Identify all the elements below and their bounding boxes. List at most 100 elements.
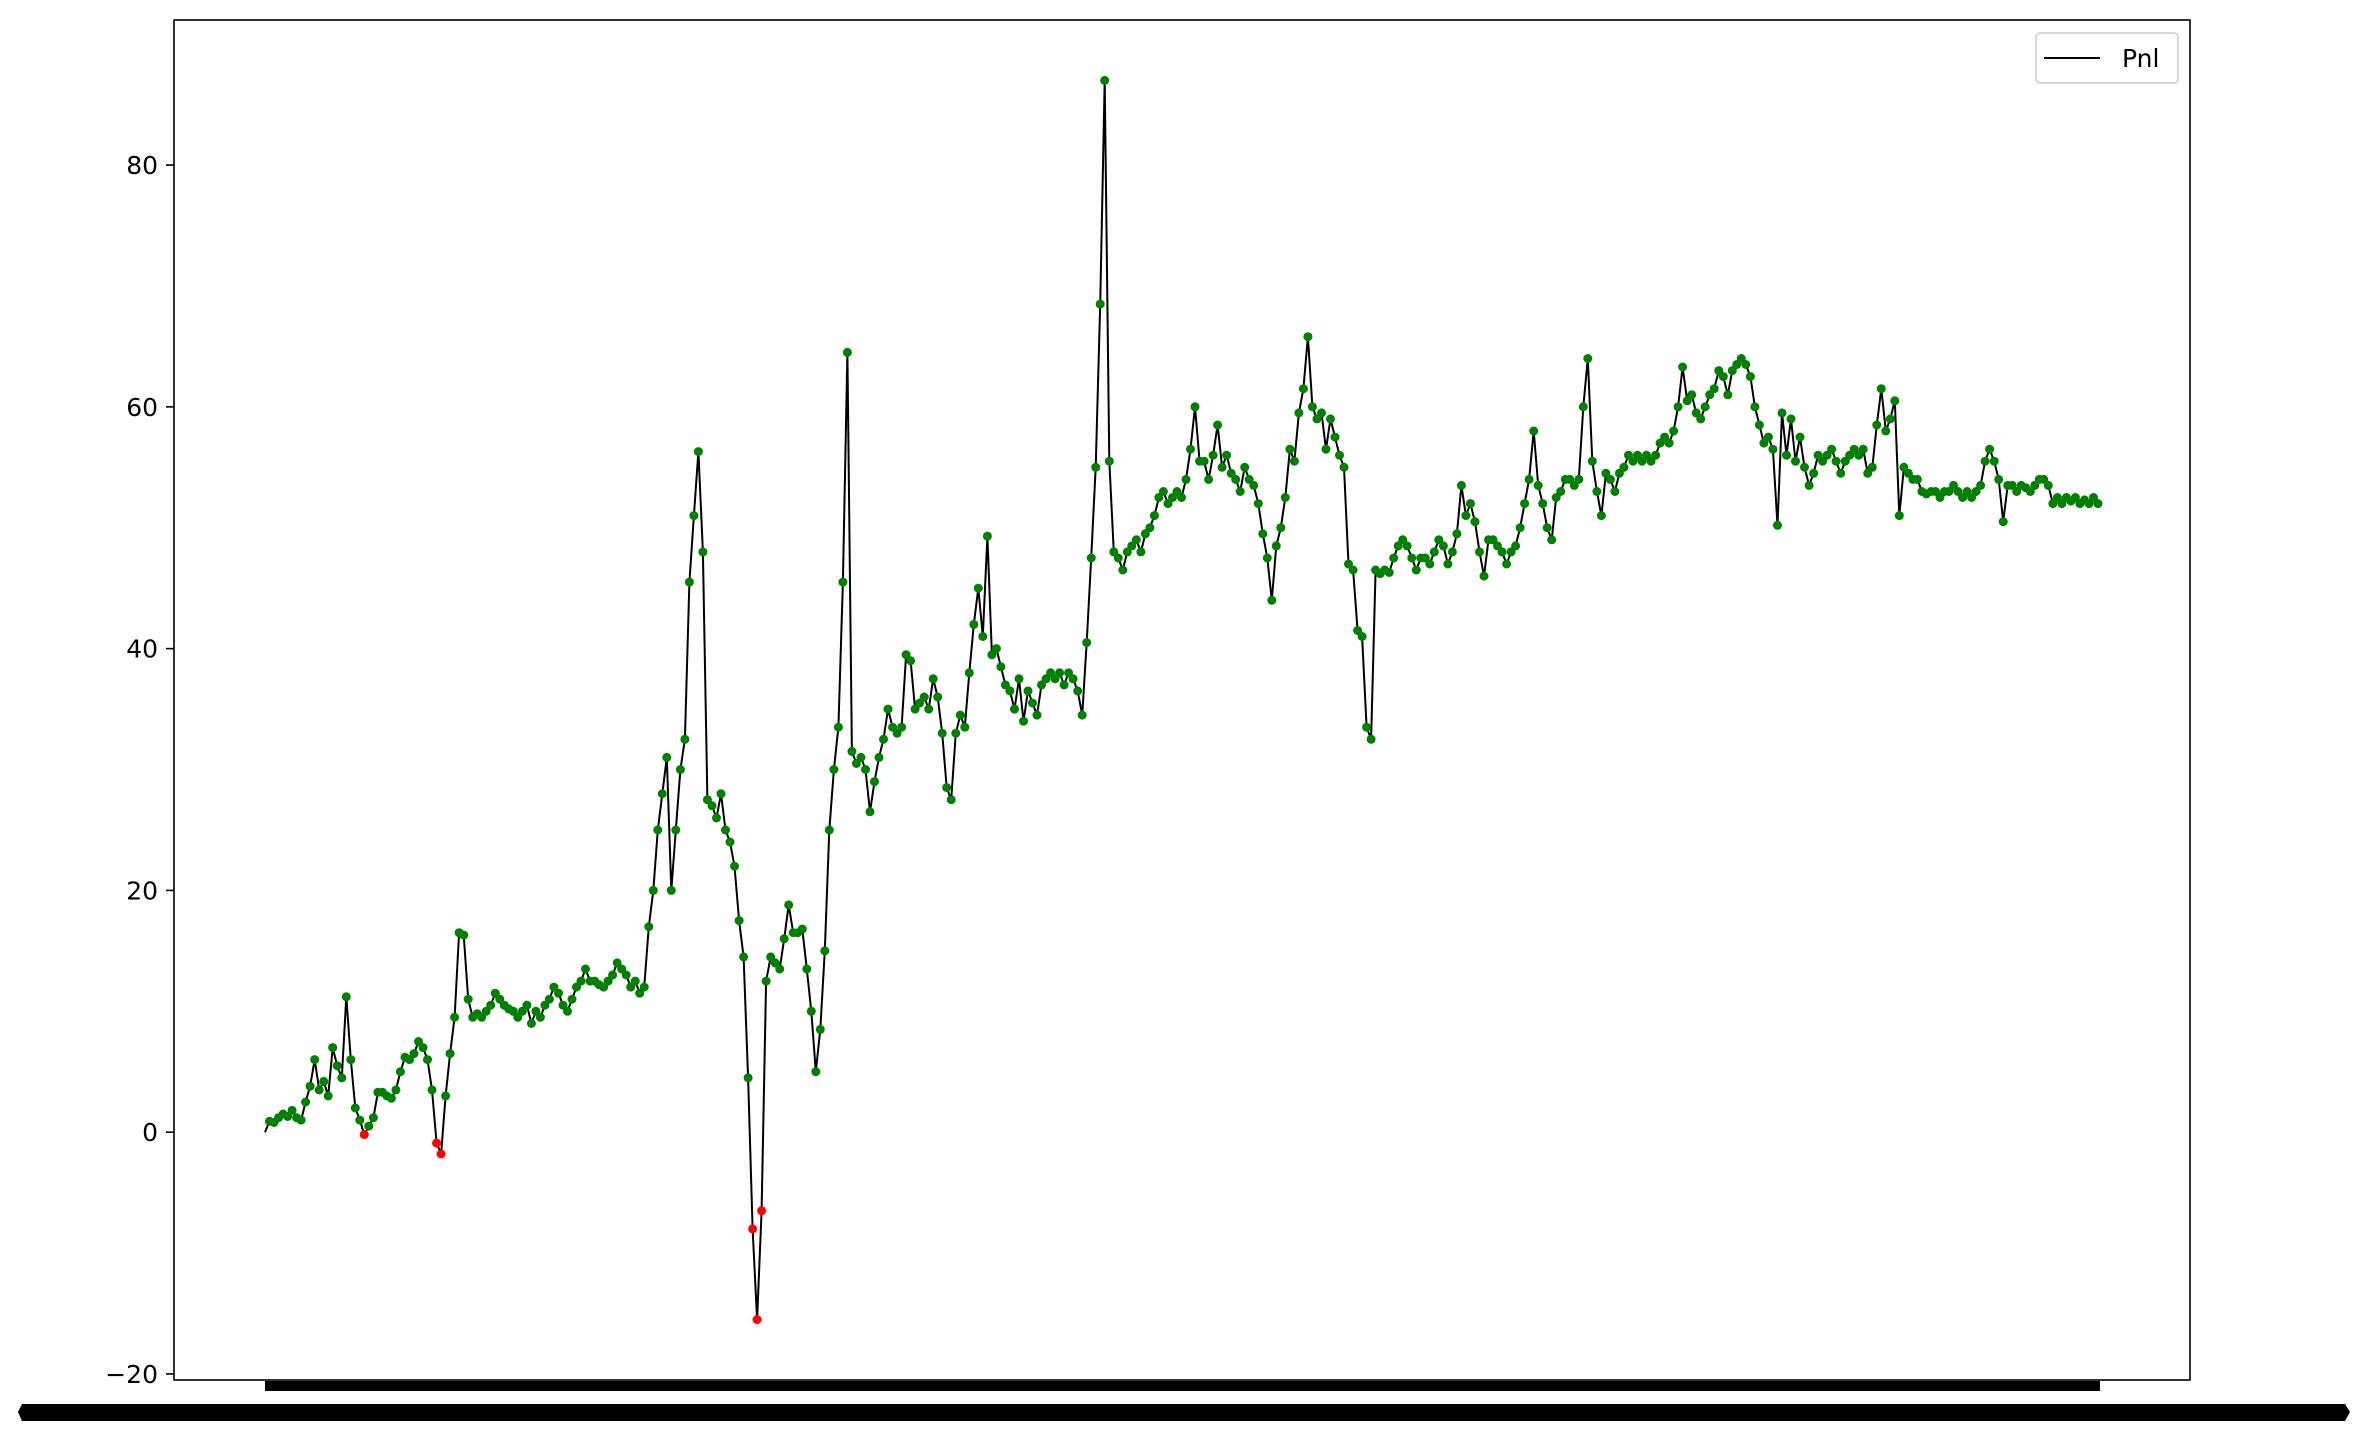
pnl-point-positive (323, 1091, 333, 1101)
pnl-point-positive (364, 1121, 374, 1131)
pnl-point-positive (459, 930, 469, 940)
pnl-point-positive (1556, 487, 1566, 496)
pnl-point-positive (486, 1000, 496, 1010)
pnl-point-positive (734, 916, 744, 926)
pnl-point-positive (1574, 474, 1584, 484)
pnl-point-positive (824, 825, 834, 835)
pnl-point-positive (1425, 559, 1435, 569)
pnl-point-positive (544, 994, 554, 1004)
x-tick-label-overlap (18, 1404, 2350, 1421)
pnl-point-positive (1326, 414, 1335, 424)
pnl-point-positive (973, 583, 983, 593)
pnl-point-positive (1411, 565, 1421, 575)
pnl-point-positive (1199, 456, 1209, 466)
pnl-point-positive (1145, 523, 1155, 533)
pnl-point-positive (1204, 474, 1214, 484)
pnl-point-positive (856, 752, 866, 762)
pnl-point-positive (319, 1076, 329, 1086)
pnl-point-positive (409, 1049, 419, 1059)
pnl-point-positive (730, 861, 739, 871)
pnl-point-positive (1208, 450, 1218, 460)
pnl-point-negative (436, 1149, 446, 1159)
pnl-point-positive (554, 988, 563, 998)
pnl-point-positive (1524, 474, 1534, 484)
pnl-point-positive (721, 825, 730, 835)
pnl-point-positive (1502, 559, 1512, 569)
pnl-point-positive (1836, 468, 1846, 478)
pnl-point-positive (1095, 299, 1105, 309)
pnl-point-positive (1890, 396, 1900, 406)
pnl-point-positive (639, 982, 649, 992)
pnl-point-positive (328, 1043, 338, 1053)
pnl-point-positive (341, 992, 351, 1002)
pnl-point-positive (811, 1067, 821, 1077)
pnl-point-positive (1578, 402, 1588, 412)
pnl-point-positive (1073, 686, 1083, 696)
pnl-point-positive (1876, 384, 1886, 394)
pnl-point-positive (1438, 541, 1448, 551)
pnl-point-positive (1082, 638, 1092, 648)
pnl-point-positive (332, 1061, 342, 1071)
pnl-point-positive (1136, 547, 1146, 557)
pnl-point-positive (1687, 390, 1697, 400)
pnl-point-positive (1317, 408, 1326, 418)
pnl-point-positive (1253, 499, 1263, 509)
pnl-markers (265, 75, 2103, 1325)
pnl-point-positive (1605, 474, 1615, 484)
pnl-point-positive (1181, 474, 1191, 484)
pnl-point-positive (1867, 462, 1877, 472)
pnl-point-positive (1335, 450, 1344, 460)
pnl-point-positive (1019, 716, 1028, 726)
pnl-point-positive (874, 752, 884, 762)
pnl-point-positive (1077, 710, 1087, 720)
pnl-point-positive (1763, 432, 1773, 442)
pnl-point-positive (1827, 444, 1837, 454)
pnl-point-positive (1511, 541, 1521, 551)
pnl-point-positive (1294, 408, 1304, 418)
pnl-point-positive (1976, 480, 1986, 490)
pnl-point-positive (1298, 384, 1308, 394)
pnl-point-positive (445, 1049, 455, 1059)
pnl-point-positive (1104, 456, 1114, 466)
pnl-point-positive (1912, 474, 1922, 484)
pnl-point-positive (969, 619, 979, 629)
pnl-point-positive (1068, 674, 1078, 684)
pnl-point-positive (1529, 426, 1539, 436)
pnl-point-positive (1330, 432, 1340, 442)
pnl-point-positive (522, 1000, 532, 1010)
pnl-point-positive (1515, 523, 1525, 533)
pnl-point-positive (1741, 360, 1751, 369)
pnl-line (264, 79, 2099, 1321)
x-tick-marks (265, 1381, 2100, 1391)
pnl-point-positive (1782, 450, 1791, 460)
pnl-point-positive (535, 1012, 545, 1022)
pnl-point-positive (951, 728, 961, 738)
pnl-point-positive (1520, 499, 1530, 509)
pnl-point-positive (2093, 499, 2103, 509)
pnl-point-positive (991, 644, 1001, 654)
pnl-point-positive (1010, 704, 1019, 714)
pnl-point-positive (775, 964, 785, 974)
pnl-point-positive (1831, 456, 1841, 466)
pnl-point-positive (2043, 480, 2053, 490)
pnl-point-positive (960, 722, 970, 732)
pnl-point-positive (1086, 553, 1096, 563)
pnl-point-positive (702, 795, 712, 805)
pnl-point-positive (350, 1103, 360, 1113)
pnl-point-positive (1773, 520, 1782, 530)
pnl-point-positive (296, 1115, 306, 1125)
pnl-point-positive (1754, 420, 1764, 430)
pnl-point-positive (761, 976, 771, 986)
pnl-point-positive (906, 656, 916, 666)
pnl-point-positive (1718, 372, 1728, 382)
pnl-point-positive (1800, 462, 1809, 472)
pnl-point-positive (1339, 462, 1349, 472)
x-axis-tick-band (18, 1381, 2350, 1421)
pnl-point-positive (982, 531, 992, 541)
pnl-point-positive (1881, 426, 1891, 436)
pnl-point-positive (386, 1093, 396, 1103)
pnl-point-positive (1547, 535, 1557, 545)
pnl-point-positive (657, 789, 667, 799)
pnl-point-positive (739, 952, 749, 962)
pnl-point-positive (1100, 75, 1110, 85)
